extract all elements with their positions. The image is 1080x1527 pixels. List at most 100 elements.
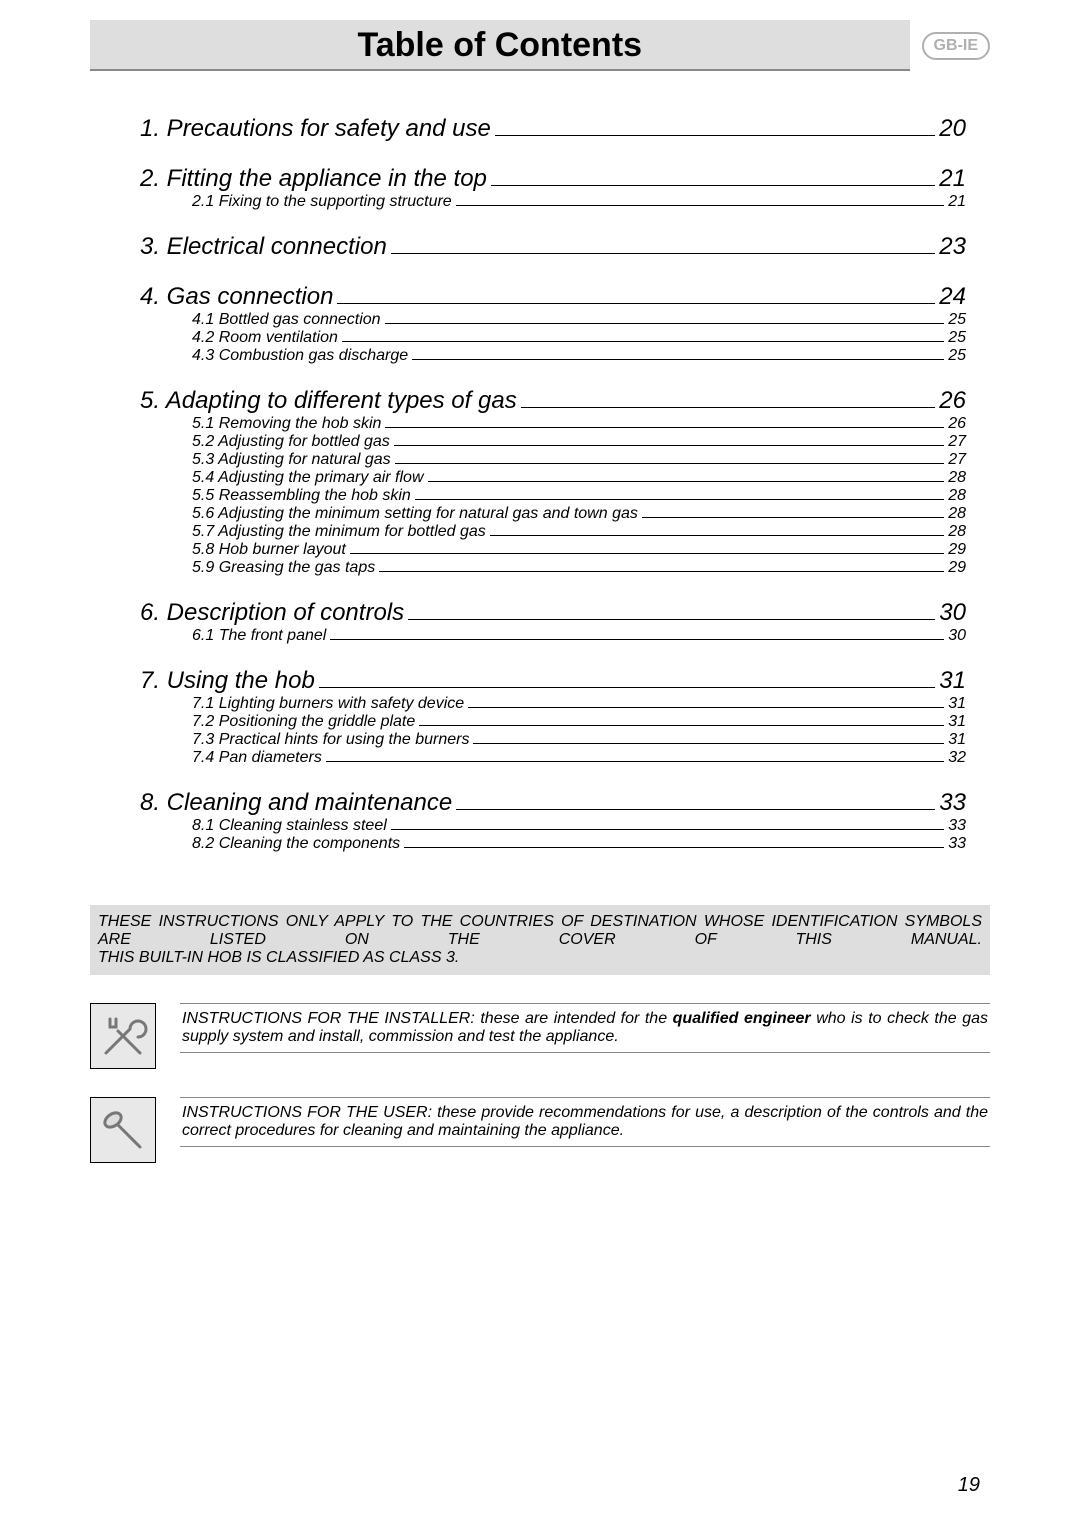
toc-leader: [412, 359, 944, 360]
title-bar: Table of Contents: [90, 20, 910, 71]
toc-sub-page: 28: [948, 523, 966, 541]
toc-sub-page: 31: [948, 713, 966, 731]
page: Table of Contents GB-IE 1. Precautions f…: [0, 0, 1080, 1527]
toc-sub-page: 26: [948, 415, 966, 433]
toc-sub-label: 6.1 The front panel: [192, 627, 326, 645]
toc-sub-label: 2.1 Fixing to the supporting structure: [192, 193, 452, 211]
toc-section: 3. Electrical connection 23: [140, 233, 966, 261]
toc-sub-row: 7.4 Pan diameters32: [192, 749, 966, 767]
toc-sub-row: 7.3 Practical hints for using the burner…: [192, 731, 966, 749]
toc-leader: [468, 707, 944, 708]
notice-line: THESE INSTRUCTIONS ONLY APPLY TO THE COU…: [98, 913, 982, 949]
toc-sub-label: 4.1 Bottled gas connection: [192, 311, 381, 329]
toc-leader: [342, 341, 944, 342]
installer-block: INSTRUCTIONS FOR THE INSTALLER: these ar…: [90, 1003, 990, 1069]
notice-line: THIS BUILT-IN HOB IS CLASSIFIED AS CLASS…: [98, 949, 982, 967]
toc-sub-row: 6.1 The front panel 30: [192, 627, 966, 645]
toc-sub-label: 7.2 Positioning the griddle plate: [192, 713, 415, 731]
toc-sub-page: 25: [948, 329, 966, 347]
toc-heading-label: 8. Cleaning and maintenance: [140, 789, 452, 817]
toc-sub-label: 8.1 Cleaning stainless steel: [192, 817, 387, 835]
region-badge: GB-IE: [922, 32, 990, 60]
toc-sub-label: 5.2 Adjusting for bottled gas: [192, 433, 390, 451]
toc-sub-label: 5.3 Adjusting for natural gas: [192, 451, 391, 469]
toc-leader: [473, 743, 944, 744]
toc-leader: [495, 135, 935, 136]
toc-sub-label: 5.1 Removing the hob skin: [192, 415, 381, 433]
toc-sub-page: 25: [948, 311, 966, 329]
toc-sub-label: 7.1 Lighting burners with safety device: [192, 695, 464, 713]
toc-heading-row: 4. Gas connection 24: [140, 283, 966, 311]
toc-heading-label: 6. Description of controls: [140, 599, 404, 627]
toc-leader: [337, 303, 935, 304]
toc-leader: [385, 323, 945, 324]
toc-sub-page: 27: [948, 433, 966, 451]
toc-heading-row: 7. Using the hob 31: [140, 667, 966, 695]
toc-sub-label: 5.7 Adjusting the minimum for bottled ga…: [192, 523, 486, 541]
toc-sub-page: 21: [948, 193, 966, 211]
toc-heading-page: 33: [939, 789, 966, 817]
toc-heading-page: 23: [939, 233, 966, 261]
toc-leader: [428, 481, 945, 482]
toc-sub-row: 5.1 Removing the hob skin 26: [192, 415, 966, 433]
installer-text: INSTRUCTIONS FOR THE INSTALLER: these ar…: [180, 1003, 990, 1053]
toc-heading-row: 1. Precautions for safety and use 20: [140, 115, 966, 143]
toc-heading-page: 24: [939, 283, 966, 311]
spoon-icon: [90, 1097, 156, 1163]
toc-sub-row: 5.4 Adjusting the primary air flow28: [192, 469, 966, 487]
toc-sub-label: 4.3 Combustion gas discharge: [192, 347, 408, 365]
toc-leader: [330, 639, 944, 640]
toc-heading-page: 30: [939, 599, 966, 627]
toc-sub-page: 29: [948, 559, 966, 577]
toc-section: 2. Fitting the appliance in the top 212.…: [140, 165, 966, 211]
toc-section: 7. Using the hob 317.1 Lighting burners …: [140, 667, 966, 767]
toc-sub-row: 4.1 Bottled gas connection 25: [192, 311, 966, 329]
toc-sub-page: 32: [948, 749, 966, 767]
toc-sub-page: 28: [948, 469, 966, 487]
toc-sub-row: 5.2 Adjusting for bottled gas 27: [192, 433, 966, 451]
toc-sub-label: 5.5 Reassembling the hob skin: [192, 487, 411, 505]
toc-leader: [408, 619, 935, 620]
toc-sub-page: 33: [948, 817, 966, 835]
toc-heading-row: 8. Cleaning and maintenance 33: [140, 789, 966, 817]
toc-heading-label: 1. Precautions for safety and use: [140, 115, 491, 143]
toc-section: 4. Gas connection 244.1 Bottled gas conn…: [140, 283, 966, 365]
toc-section: 5. Adapting to different types of gas 26…: [140, 387, 966, 577]
toc-sub-row: 2.1 Fixing to the supporting structure 21: [192, 193, 966, 211]
user-text: INSTRUCTIONS FOR THE USER: these provide…: [180, 1097, 990, 1147]
toc-leader: [419, 725, 944, 726]
toc-heading-label: 4. Gas connection: [140, 283, 333, 311]
destination-notice: THESE INSTRUCTIONS ONLY APPLY TO THE COU…: [90, 905, 990, 975]
installer-prefix: INSTRUCTIONS FOR THE INSTALLER: these ar…: [182, 1010, 673, 1027]
toc-sub-label: 5.6 Adjusting the minimum setting for na…: [192, 505, 638, 523]
user-block: INSTRUCTIONS FOR THE USER: these provide…: [90, 1097, 990, 1163]
wrench-screwdriver-icon: [90, 1003, 156, 1069]
toc-sub-row: 8.1 Cleaning stainless steel 33: [192, 817, 966, 835]
toc-leader: [350, 553, 944, 554]
toc-sub-row: 4.2 Room ventilation25: [192, 329, 966, 347]
toc-heading-label: 2. Fitting the appliance in the top: [140, 165, 487, 193]
toc-sub-row: 5.7 Adjusting the minimum for bottled ga…: [192, 523, 966, 541]
toc-sub-page: 29: [948, 541, 966, 559]
toc-heading-row: 6. Description of controls 30: [140, 599, 966, 627]
toc-leader: [395, 463, 945, 464]
toc-section: 6. Description of controls 306.1 The fro…: [140, 599, 966, 645]
installer-bold: qualified engineer: [673, 1010, 811, 1027]
toc-leader: [491, 185, 935, 186]
toc-sub-page: 25: [948, 347, 966, 365]
toc-leader: [642, 517, 944, 518]
page-title: Table of Contents: [357, 26, 642, 64]
toc-heading-label: 7. Using the hob: [140, 667, 315, 695]
toc-sub-page: 31: [948, 731, 966, 749]
toc-heading-row: 3. Electrical connection 23: [140, 233, 966, 261]
toc-leader: [385, 427, 944, 428]
toc-leader: [456, 809, 935, 810]
toc-sub-row: 5.5 Reassembling the hob skin28: [192, 487, 966, 505]
toc-leader: [319, 687, 936, 688]
toc-sub-label: 5.8 Hob burner layout: [192, 541, 346, 559]
toc-leader: [394, 445, 944, 446]
toc-sub-label: 8.2 Cleaning the components: [192, 835, 400, 853]
toc-heading-page: 21: [939, 165, 966, 193]
toc-sub-row: 4.3 Combustion gas discharge 25: [192, 347, 966, 365]
toc-sub-page: 30: [948, 627, 966, 645]
